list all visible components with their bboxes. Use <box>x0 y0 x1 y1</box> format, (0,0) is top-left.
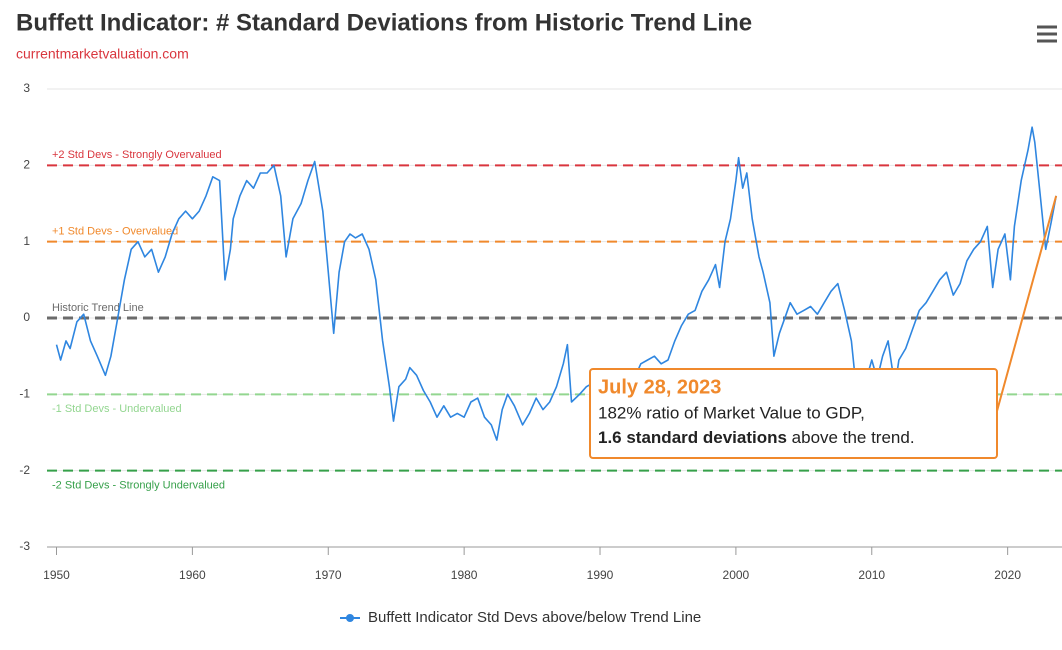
legend-marker <box>346 614 354 622</box>
x-tick-label: 1960 <box>179 568 206 582</box>
reference-label: -1 Std Devs - Undervalued <box>52 403 182 415</box>
reference-label: +1 Std Devs - Overvalued <box>52 226 178 238</box>
x-tick-label: 1950 <box>43 568 70 582</box>
x-tick-label: 1970 <box>315 568 342 582</box>
y-tick-label: 2 <box>23 158 30 172</box>
annotation-arrow <box>996 195 1058 412</box>
x-tick-label: 2010 <box>858 568 885 582</box>
chart-subtitle: currentmarketvaluation.com <box>16 46 189 62</box>
x-tick-label: 2000 <box>723 568 750 582</box>
y-tick-label: -2 <box>19 463 30 477</box>
annotation-text: 182% ratio of Market Value to GDP, <box>598 403 865 422</box>
annotation-rest: above the trend. <box>787 428 915 447</box>
y-tick-label: -3 <box>19 539 30 553</box>
chart-title: Buffett Indicator: # Standard Deviations… <box>16 9 752 36</box>
x-tick-label: 2020 <box>994 568 1021 582</box>
legend-label: Buffett Indicator Std Devs above/below T… <box>368 609 701 626</box>
annotation-text: 1.6 standard deviations above the trend. <box>598 428 915 447</box>
x-tick-label: 1990 <box>587 568 614 582</box>
y-tick-label: 1 <box>23 234 30 248</box>
y-tick-label: 0 <box>23 310 30 324</box>
reference-label: +2 Std Devs - Strongly Overvalued <box>52 149 222 161</box>
reference-label: Historic Trend Line <box>52 302 144 314</box>
y-tick-label: -1 <box>19 387 30 401</box>
annotation-bold: 1.6 standard deviations <box>598 428 787 447</box>
menu-icon[interactable] <box>1037 25 1057 43</box>
y-tick-label: 3 <box>23 81 30 95</box>
annotation-date: July 28, 2023 <box>598 376 721 398</box>
x-tick-label: 1980 <box>451 568 478 582</box>
annotation-box <box>589 368 998 459</box>
reference-label: -2 Std Devs - Strongly Undervalued <box>52 480 225 492</box>
